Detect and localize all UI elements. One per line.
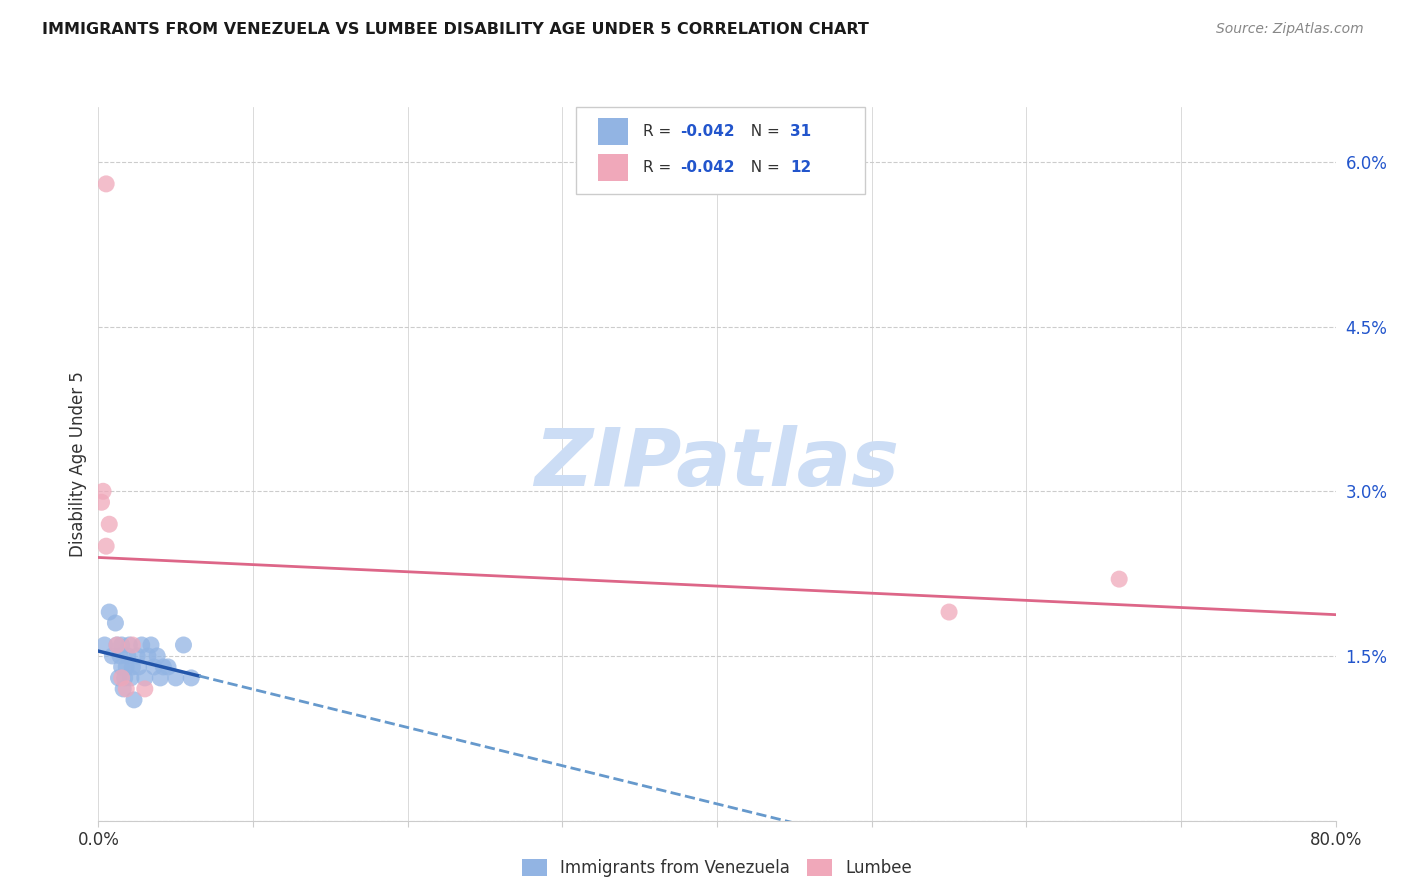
Point <box>134 671 156 685</box>
Point <box>117 648 139 663</box>
Text: -0.042: -0.042 <box>681 124 735 138</box>
Point <box>91 484 114 499</box>
Point <box>120 671 142 685</box>
Point <box>149 671 172 685</box>
Point <box>96 539 118 553</box>
Point <box>146 648 169 663</box>
Text: ZIPatlas: ZIPatlas <box>534 425 900 503</box>
Point <box>165 671 187 685</box>
Text: N =: N = <box>741 124 785 138</box>
Text: IMMIGRANTS FROM VENEZUELA VS LUMBEE DISABILITY AGE UNDER 5 CORRELATION CHART: IMMIGRANTS FROM VENEZUELA VS LUMBEE DISA… <box>42 22 869 37</box>
Point <box>143 660 166 674</box>
Point <box>111 638 132 652</box>
Point <box>98 517 121 532</box>
Text: R =: R = <box>643 124 676 138</box>
Point <box>107 671 129 685</box>
Point <box>114 671 136 685</box>
Point <box>104 615 127 630</box>
Text: R =: R = <box>643 161 676 175</box>
Point <box>172 638 194 652</box>
Point <box>121 638 143 652</box>
Point <box>157 660 180 674</box>
Point <box>115 660 138 674</box>
Text: Source: ZipAtlas.com: Source: ZipAtlas.com <box>1216 22 1364 37</box>
Point <box>118 638 141 652</box>
Point <box>121 660 143 674</box>
Text: 12: 12 <box>790 161 811 175</box>
Point <box>128 660 150 674</box>
Point <box>105 638 128 652</box>
Point <box>111 671 132 685</box>
Point <box>131 638 153 652</box>
Point <box>134 681 156 696</box>
Point <box>112 681 135 696</box>
Point <box>93 638 115 652</box>
Point <box>180 671 202 685</box>
Point <box>105 638 128 652</box>
Point <box>136 648 159 663</box>
Point <box>938 605 960 619</box>
Text: 31: 31 <box>790 124 811 138</box>
Point <box>96 177 118 191</box>
Point <box>127 648 149 663</box>
Point <box>111 660 132 674</box>
Point <box>98 605 121 619</box>
Text: -0.042: -0.042 <box>681 161 735 175</box>
Point <box>1108 572 1130 586</box>
Point <box>108 648 131 663</box>
Point <box>101 648 124 663</box>
Legend: Immigrants from Venezuela, Lumbee: Immigrants from Venezuela, Lumbee <box>516 852 918 884</box>
Point <box>122 693 145 707</box>
Point <box>115 681 138 696</box>
Y-axis label: Disability Age Under 5: Disability Age Under 5 <box>69 371 87 557</box>
Text: N =: N = <box>741 161 785 175</box>
Point <box>90 495 112 509</box>
Point <box>139 638 162 652</box>
Point <box>152 660 174 674</box>
